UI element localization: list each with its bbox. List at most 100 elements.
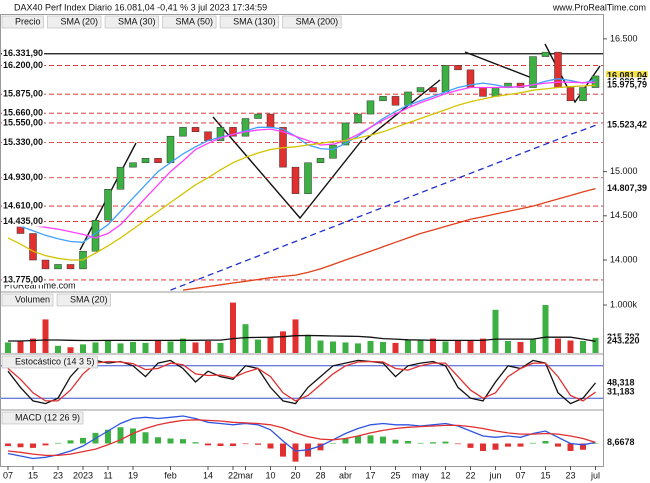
candle	[566, 87, 575, 102]
candle	[529, 56, 537, 88]
candle	[116, 166, 125, 190]
legend-label: MACD (12 26 9)	[15, 412, 80, 422]
legend: MACD (12 26 9)	[1, 411, 84, 425]
bar	[30, 443, 36, 448]
bar	[292, 443, 299, 462]
bar	[142, 432, 149, 444]
legend-background	[47, 15, 102, 29]
x-tick-label: 11	[103, 470, 112, 480]
level-label: 15.875,00	[3, 89, 43, 99]
level-label: 13.775,00	[3, 274, 43, 284]
candle	[591, 75, 600, 88]
x-tick-label: 07	[515, 470, 525, 480]
candle	[254, 113, 262, 119]
watermark: ProRealTime.com	[4, 280, 76, 290]
candle	[179, 127, 187, 137]
candle	[54, 264, 62, 270]
candle	[379, 96, 387, 102]
bar	[55, 442, 61, 444]
legend-background	[1, 411, 84, 425]
series-line	[170, 124, 596, 291]
label-background	[606, 387, 636, 398]
series-line	[7, 359, 597, 405]
label-background	[2, 48, 45, 59]
bar	[555, 443, 561, 447]
panel-labels: 1.000k315.797243.220	[603, 299, 641, 347]
bar	[80, 437, 86, 444]
trendline	[212, 116, 363, 220]
level-label: 16.200,00	[3, 60, 43, 70]
bar	[467, 340, 474, 353]
level-label: 16.331,90	[3, 48, 43, 58]
panel	[1, 51, 603, 291]
bar	[442, 341, 449, 353]
candle	[454, 65, 462, 71]
bar	[367, 435, 374, 444]
candle	[516, 82, 525, 88]
x-tick-label: 07	[3, 470, 13, 480]
bar	[555, 338, 561, 353]
bar	[255, 443, 261, 445]
bar	[30, 338, 36, 353]
bar	[442, 441, 449, 444]
bar	[280, 331, 286, 353]
bar	[430, 442, 436, 444]
legend-background	[1, 293, 54, 307]
level-label: 14.610,00	[3, 200, 43, 210]
bar	[317, 340, 324, 353]
legend-label: SMA (20)	[70, 294, 108, 304]
trendline	[464, 51, 533, 79]
legend: Volumen SMA (20)	[1, 293, 111, 307]
x-tick-label: 12	[440, 470, 450, 480]
x-tick-label: 14	[203, 470, 213, 480]
x-tick-label: abr	[339, 470, 352, 480]
bar	[517, 443, 524, 447]
bar	[517, 341, 524, 353]
candle	[229, 127, 237, 137]
series-line	[7, 419, 596, 457]
bar	[67, 440, 74, 444]
bar	[80, 344, 86, 353]
last-value-label: 8,6678	[607, 437, 635, 447]
label-background	[2, 274, 45, 285]
candle	[541, 51, 550, 57]
last-value-label: 16.081,04	[607, 70, 647, 80]
candle	[216, 127, 225, 141]
bar	[167, 341, 174, 353]
candle	[129, 162, 137, 168]
y-tick-label: 15.000	[610, 166, 638, 176]
bar	[142, 342, 149, 353]
candle	[491, 87, 500, 97]
label-background	[606, 377, 636, 388]
bar	[355, 436, 361, 444]
label-background	[2, 216, 45, 227]
legend-background	[104, 15, 159, 29]
candle	[391, 96, 400, 106]
bar	[180, 338, 186, 353]
panel-labels: 16.500 15.000 14.500 14.000 16.331,90 16.200,…	[2, 33, 649, 285]
bar	[455, 443, 461, 445]
bar	[230, 302, 236, 353]
bar	[217, 342, 224, 353]
label-background	[2, 201, 45, 212]
bar	[130, 341, 136, 353]
bar	[567, 340, 574, 353]
bar	[5, 342, 11, 353]
bar	[405, 339, 411, 353]
bar	[542, 305, 549, 353]
candle	[29, 233, 37, 261]
bar	[455, 340, 461, 353]
candle	[104, 189, 112, 221]
legend-label: SMA (20)	[61, 16, 99, 26]
bar	[67, 347, 74, 353]
bar	[267, 337, 274, 353]
x-tick-label: 15	[28, 470, 38, 480]
bar	[392, 439, 399, 444]
last-value-label: 48,318	[607, 377, 635, 387]
bar	[130, 428, 136, 444]
legend-background	[219, 15, 279, 29]
candle	[341, 122, 350, 146]
label-background	[606, 336, 641, 347]
